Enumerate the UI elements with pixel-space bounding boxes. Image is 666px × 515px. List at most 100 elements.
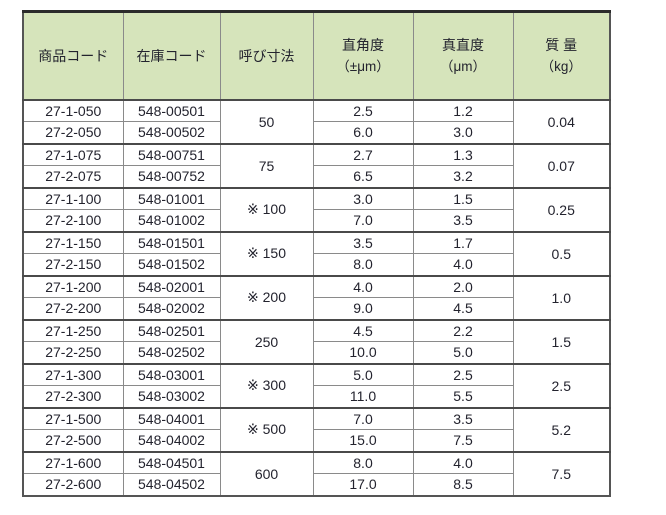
cell-straightness: 3.5 bbox=[412, 209, 514, 232]
cell-mass: 0.25 bbox=[512, 186, 611, 232]
table-row: 27-2-250 548-02502 10.0 5.0 bbox=[22, 341, 610, 364]
cell-stock-code: 548-03002 bbox=[122, 385, 221, 408]
cell-product-code: 27-2-050 bbox=[22, 121, 124, 144]
cell-stock-code: 548-02002 bbox=[122, 297, 221, 320]
table-row: 27-2-100 548-01002 7.0 3.5 bbox=[22, 209, 610, 232]
cell-nominal-size: 50 bbox=[219, 98, 314, 144]
cell-nominal-size: ※ 500 bbox=[219, 406, 314, 452]
cell-nominal-size: 75 bbox=[219, 142, 314, 188]
cell-stock-code: 548-00502 bbox=[122, 121, 221, 144]
cell-squareness: 8.0 bbox=[312, 253, 414, 276]
cell-product-code: 27-2-100 bbox=[22, 209, 124, 232]
cell-squareness: 5.0 bbox=[312, 362, 414, 386]
cell-product-code: 27-1-600 bbox=[22, 450, 124, 474]
cell-straightness: 2.0 bbox=[412, 274, 514, 298]
header-label: 直角度 bbox=[342, 36, 384, 53]
header-label: 質 量 bbox=[545, 36, 578, 53]
cell-straightness: 2.2 bbox=[412, 318, 514, 342]
col-header-nominal-size: 呼び寸法 bbox=[219, 11, 314, 101]
cell-product-code: 27-1-100 bbox=[22, 186, 124, 210]
cell-stock-code: 548-00501 bbox=[122, 98, 221, 122]
table-row: 27-1-150 548-01501 ※ 150 3.5 1.7 0.5 bbox=[22, 230, 611, 276]
cell-straightness: 5.0 bbox=[412, 341, 514, 364]
cell-product-code: 27-1-150 bbox=[22, 230, 124, 254]
table-row: 27-1-100 548-01001 ※ 100 3.0 1.5 0.25 bbox=[22, 186, 611, 232]
table-row: 27-2-600 548-04502 17.0 8.5 bbox=[22, 473, 610, 496]
cell-straightness: 4.5 bbox=[412, 297, 514, 320]
col-header-mass: 質 量 （kg） bbox=[512, 11, 611, 101]
cell-mass: 7.5 bbox=[512, 450, 611, 496]
cell-straightness: 8.5 bbox=[412, 473, 514, 496]
cell-nominal-size: 250 bbox=[219, 318, 314, 364]
cell-straightness: 1.2 bbox=[412, 98, 514, 122]
cell-stock-code: 548-04501 bbox=[122, 450, 221, 474]
cell-straightness: 7.5 bbox=[412, 429, 514, 452]
cell-stock-code: 548-01001 bbox=[122, 186, 221, 210]
col-header-stock-code: 在庫コード bbox=[122, 11, 221, 101]
cell-squareness: 15.0 bbox=[312, 429, 414, 452]
cell-squareness: 4.0 bbox=[312, 274, 414, 298]
cell-squareness: 6.5 bbox=[312, 165, 414, 188]
table-row: 27-2-300 548-03002 11.0 5.5 bbox=[22, 385, 610, 408]
table-row: 27-2-150 548-01502 8.0 4.0 bbox=[22, 253, 610, 276]
table-row: 27-1-300 548-03001 ※ 300 5.0 2.5 2.5 bbox=[22, 362, 611, 408]
cell-squareness: 4.5 bbox=[312, 318, 414, 342]
header-row: 商品コード 在庫コード 呼び寸法 直角度 （±μm） 真直度 （μm） 質 量 … bbox=[22, 11, 611, 101]
product-spec-table: 商品コード 在庫コード 呼び寸法 直角度 （±μm） 真直度 （μm） 質 量 … bbox=[22, 10, 611, 497]
cell-mass: 0.07 bbox=[512, 142, 611, 188]
cell-mass: 1.5 bbox=[512, 318, 611, 364]
col-header-product-code: 商品コード bbox=[22, 11, 124, 101]
cell-straightness: 1.5 bbox=[412, 186, 514, 210]
cell-stock-code: 548-01502 bbox=[122, 253, 221, 276]
cell-nominal-size: ※ 300 bbox=[219, 362, 314, 408]
cell-squareness: 3.5 bbox=[312, 230, 414, 254]
table-row: 27-2-500 548-04002 15.0 7.5 bbox=[22, 429, 610, 452]
cell-squareness: 7.0 bbox=[312, 406, 414, 430]
cell-straightness: 1.3 bbox=[412, 142, 514, 166]
cell-product-code: 27-2-300 bbox=[22, 385, 124, 408]
cell-squareness: 3.0 bbox=[312, 186, 414, 210]
cell-straightness: 3.0 bbox=[412, 121, 514, 144]
cell-mass: 1.0 bbox=[512, 274, 611, 320]
cell-stock-code: 548-02001 bbox=[122, 274, 221, 298]
cell-product-code: 27-2-075 bbox=[22, 165, 124, 188]
cell-stock-code: 548-03001 bbox=[122, 362, 221, 386]
cell-stock-code: 548-00752 bbox=[122, 165, 221, 188]
table-row: 27-1-500 548-04001 ※ 500 7.0 3.5 5.2 bbox=[22, 406, 611, 452]
cell-straightness: 3.2 bbox=[412, 165, 514, 188]
cell-nominal-size: ※ 100 bbox=[219, 186, 314, 232]
cell-stock-code: 548-02502 bbox=[122, 341, 221, 364]
cell-product-code: 27-1-300 bbox=[22, 362, 124, 386]
header-label: 真直度 bbox=[442, 36, 484, 53]
table-row: 27-1-600 548-04501 600 8.0 4.0 7.5 bbox=[22, 450, 611, 496]
table-row: 27-1-050 548-00501 50 2.5 1.2 0.04 bbox=[22, 98, 611, 144]
cell-squareness: 6.0 bbox=[312, 121, 414, 144]
table-row: 27-1-250 548-02501 250 4.5 2.2 1.5 bbox=[22, 318, 611, 364]
cell-stock-code: 548-01002 bbox=[122, 209, 221, 232]
cell-nominal-size: 600 bbox=[219, 450, 314, 496]
cell-product-code: 27-2-250 bbox=[22, 341, 124, 364]
cell-straightness: 5.5 bbox=[412, 385, 514, 408]
cell-product-code: 27-1-075 bbox=[22, 142, 124, 166]
header-label: 商品コード bbox=[38, 47, 109, 64]
cell-stock-code: 548-02501 bbox=[122, 318, 221, 342]
table-row: 27-2-050 548-00502 6.0 3.0 bbox=[22, 121, 610, 144]
cell-squareness: 17.0 bbox=[312, 473, 414, 496]
cell-straightness: 3.5 bbox=[412, 406, 514, 430]
header-label: 呼び寸法 bbox=[238, 47, 295, 64]
table-row: 27-1-075 548-00751 75 2.7 1.3 0.07 bbox=[22, 142, 611, 188]
cell-mass: 0.04 bbox=[512, 98, 611, 144]
cell-squareness: 8.0 bbox=[312, 450, 414, 474]
cell-squareness: 7.0 bbox=[312, 209, 414, 232]
cell-stock-code: 548-04001 bbox=[122, 406, 221, 430]
cell-stock-code: 548-01501 bbox=[122, 230, 221, 254]
cell-mass: 0.5 bbox=[512, 230, 611, 276]
cell-straightness: 4.0 bbox=[412, 253, 514, 276]
cell-squareness: 9.0 bbox=[312, 297, 414, 320]
header-label: 在庫コード bbox=[136, 47, 207, 64]
cell-squareness: 11.0 bbox=[312, 385, 414, 408]
cell-squareness: 10.0 bbox=[312, 341, 414, 364]
cell-product-code: 27-1-050 bbox=[22, 98, 124, 122]
cell-straightness: 1.7 bbox=[412, 230, 514, 254]
col-header-squareness: 直角度 （±μm） bbox=[312, 11, 414, 101]
